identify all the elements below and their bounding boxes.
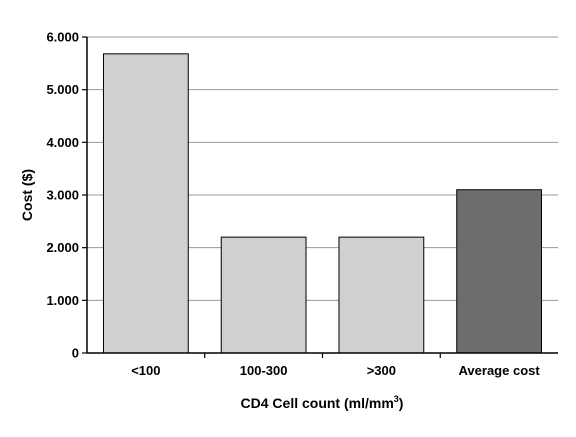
y-ticks: 0 1.000 2.000 3.000 4.000 5.000 6.000	[46, 30, 87, 361]
y-axis-title: Cost ($)	[19, 169, 35, 221]
y-tick-label: 5.000	[46, 82, 79, 97]
x-axis-title-main: CD4 Cell count (ml/mm	[241, 395, 394, 411]
bar	[456, 189, 543, 354]
bar	[220, 236, 307, 354]
y-tick-label: 6.000	[46, 30, 79, 45]
y-tick-label: 3.000	[46, 188, 79, 203]
y-tick-label: 2.000	[46, 240, 79, 255]
y-tick-label: 4.000	[46, 135, 79, 150]
x-tick-label: 100-300	[240, 363, 288, 378]
y-tick-label: 1.000	[46, 293, 79, 308]
x-tick-label: <100	[131, 363, 160, 378]
bars	[102, 53, 543, 354]
bar	[102, 53, 189, 354]
x-tick-label: Average cost	[459, 363, 541, 378]
bar	[338, 236, 425, 354]
x-tick-label: >300	[367, 363, 396, 378]
x-axis-title-superscript: 3	[394, 394, 399, 404]
x-axis-title-suffix: )	[399, 395, 404, 411]
y-tick-label: 0	[72, 346, 79, 361]
x-ticks: <100 100-300 >300 Average cost	[131, 353, 540, 378]
x-axis-title: CD4 Cell count (ml/mm3)	[241, 394, 404, 411]
